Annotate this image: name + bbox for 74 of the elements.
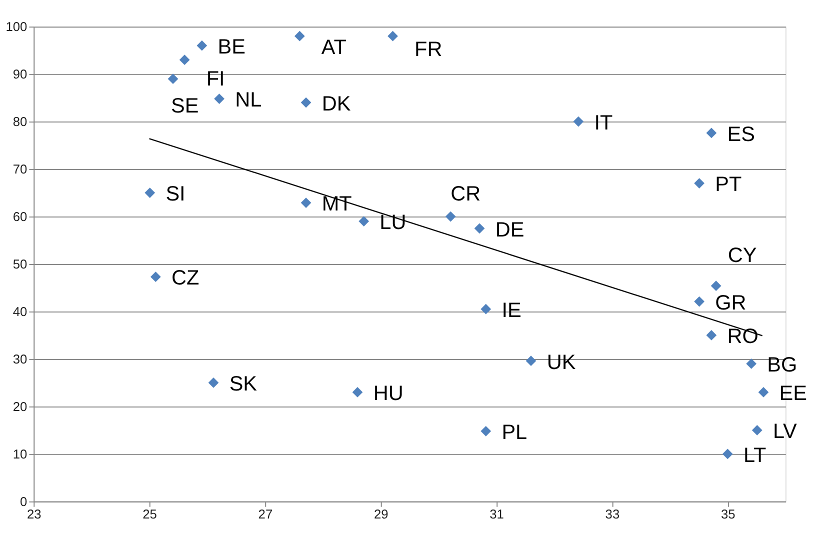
- point: [752, 425, 762, 436]
- x-tick-label: 27: [258, 506, 273, 522]
- annotation: LU: [380, 211, 406, 234]
- annotation: IE: [502, 299, 522, 322]
- x-tick-label: 35: [720, 506, 736, 522]
- point: [168, 74, 178, 84]
- annotation: FI: [206, 68, 225, 91]
- point: [352, 387, 363, 398]
- annotation: CZ: [171, 266, 200, 290]
- y-tick-label: 0: [20, 494, 28, 509]
- annotation: ES: [727, 122, 755, 146]
- x-tick-label: 29: [374, 506, 388, 522]
- x-tick-label: 33: [605, 506, 620, 522]
- annotation: DK: [322, 92, 351, 116]
- annotation: SE: [171, 94, 199, 118]
- point: [480, 426, 492, 436]
- y-tick-label: 70: [12, 161, 28, 176]
- annotation: BG: [767, 354, 798, 377]
- point: [710, 280, 722, 292]
- point: [706, 330, 717, 340]
- annotation: SK: [229, 372, 258, 396]
- y-tick-label: 20: [12, 398, 28, 414]
- point: [300, 198, 312, 208]
- y-tick-label: 80: [12, 114, 28, 130]
- annotation: SI: [166, 182, 186, 206]
- x-tick-label: 25: [142, 506, 157, 522]
- point: [294, 30, 305, 42]
- point: [388, 30, 398, 42]
- y-tick-label: 60: [12, 208, 28, 224]
- annotation: FR: [414, 38, 442, 61]
- y-tick-label: 40: [12, 304, 28, 319]
- point: [179, 54, 190, 66]
- annotation: LT: [743, 444, 766, 467]
- point: [196, 40, 208, 51]
- annotation: HU: [373, 382, 404, 406]
- annotation: BE: [218, 35, 246, 58]
- y-tick-label: 30: [12, 351, 28, 366]
- annotation: DE: [495, 218, 524, 242]
- x-tick-label: 31: [490, 506, 504, 522]
- point: [758, 387, 769, 398]
- point: [150, 272, 161, 282]
- annotation: GR: [715, 291, 746, 314]
- annotation: NL: [235, 88, 262, 112]
- x-tick-label: 23: [26, 506, 42, 522]
- annotation: CR: [450, 182, 481, 206]
- point: [480, 304, 492, 314]
- y-tick-label: 10: [12, 446, 28, 462]
- point: [694, 296, 704, 307]
- point: [573, 116, 584, 127]
- point: [358, 216, 370, 226]
- y-tick-label: 90: [12, 66, 28, 82]
- point: [214, 94, 224, 104]
- point: [474, 223, 485, 234]
- point: [144, 188, 156, 198]
- annotation: RO: [727, 325, 758, 348]
- point: [722, 448, 733, 460]
- point: [706, 128, 717, 138]
- y-tick-label: 50: [12, 256, 28, 272]
- annotation: PT: [715, 173, 742, 196]
- annotation: CY: [728, 244, 757, 268]
- point: [746, 358, 757, 369]
- point: [694, 178, 704, 188]
- annotation: PL: [502, 421, 528, 444]
- point: [300, 97, 312, 108]
- point: [208, 378, 219, 388]
- point: [445, 211, 456, 222]
- point: [526, 356, 536, 366]
- annotation: IT: [594, 111, 614, 134]
- annotation: MT: [322, 192, 352, 216]
- y-tick-label: 100: [6, 19, 28, 34]
- annotation: LV: [772, 420, 797, 444]
- annotation: AT: [321, 36, 347, 59]
- annotation: UK: [546, 350, 576, 374]
- annotation: EE: [779, 382, 808, 406]
